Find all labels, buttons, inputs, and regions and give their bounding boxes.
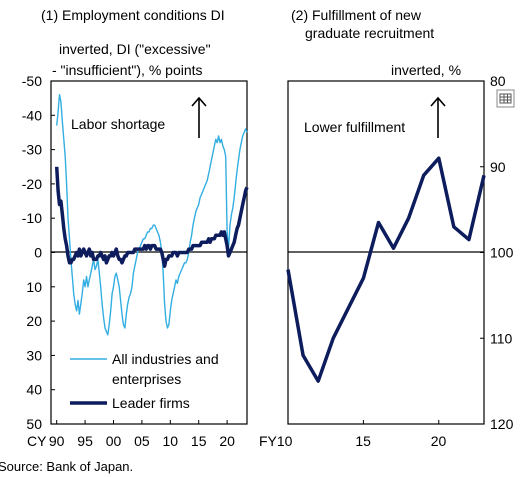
panel1-ytick-label: 20 — [26, 313, 42, 329]
panel1-ytick-label: 30 — [26, 347, 42, 363]
panel1-ylabel-line1: inverted, DI ("excessive" — [59, 41, 211, 57]
panel2-title-line2: graduate recruitment — [305, 25, 434, 41]
panel1-title: (1) Employment conditions DI — [41, 7, 225, 23]
panel2-ytick-label: 100 — [490, 245, 514, 261]
panel2-ytick-label: 90 — [490, 159, 506, 175]
panel1-xtick-label: 20 — [219, 433, 235, 449]
panel1-x-prefix: CY — [27, 433, 47, 449]
panel2-up-arrow — [430, 96, 446, 138]
panel1-xtick-label: 95 — [77, 433, 93, 449]
panel1-ylabel-line2: - "insufficient"), % points — [52, 62, 203, 78]
panel1-xtick-label: 10 — [163, 433, 179, 449]
panel2-ytick-label: 110 — [490, 330, 513, 346]
panel1-xtick-label: 15 — [191, 433, 207, 449]
panel1-ytick-label: -10 — [22, 210, 42, 226]
series-line-all-industries — [56, 94, 248, 336]
panel2-ylabel: inverted, % — [391, 62, 461, 78]
legend-label-all-industries-line2: enterprises — [112, 371, 181, 387]
panel1-up-arrow — [191, 96, 207, 138]
source-note: Source: Bank of Japan. — [0, 459, 133, 474]
panel2-xtick-label: 20 — [431, 433, 447, 449]
legend-label-all-industries-line1: All industries and — [112, 351, 219, 367]
panel2-xtick-label: 15 — [355, 433, 371, 449]
table-grid-icon[interactable] — [496, 89, 515, 108]
panel1-xtick-label: 90 — [49, 433, 65, 449]
panel1-ytick-label: -20 — [22, 176, 42, 192]
panel1-ytick-label: 40 — [26, 382, 42, 398]
panel2-series — [286, 156, 486, 383]
legend-label-leader-firms: Leader firms — [112, 395, 190, 411]
series-line-leader-firms — [54, 166, 249, 268]
panel1-series — [54, 94, 249, 336]
panel2-xtick-label: FY10 — [259, 433, 293, 449]
panel2-ytick-label: 120 — [490, 416, 514, 432]
panel1-ytick-label: -30 — [22, 142, 42, 158]
panel2-annotation: Lower fulfillment — [304, 119, 405, 135]
panel1-y-ticks: -50 -40 -30 -20 -10 0 10 20 30 40 50 — [22, 73, 55, 432]
panel1-ytick-label: -40 — [22, 107, 42, 123]
panel1-ytick-label: -50 — [22, 73, 42, 89]
panel1-xtick-label: 05 — [134, 433, 150, 449]
series-line-fulfillment — [286, 156, 486, 383]
panel1-xtick-label: 00 — [106, 433, 122, 449]
panel1-ytick-label: 10 — [26, 279, 42, 295]
panel1-ytick-label: 50 — [26, 416, 42, 432]
panel1-annotation: Labor shortage — [71, 116, 165, 132]
panel2-ytick-label: 80 — [490, 73, 506, 89]
panel2-title-line1: (2) Fulfillment of new — [291, 7, 422, 23]
panel1-x-ticks: CY 90 95 00 05 10 15 20 — [27, 420, 235, 449]
panel1-ytick-label: 0 — [34, 245, 42, 261]
panel2-y-ticks: 80 90 100 110 120 — [480, 73, 514, 432]
panel2-x-ticks: FY10 15 20 — [259, 420, 447, 449]
